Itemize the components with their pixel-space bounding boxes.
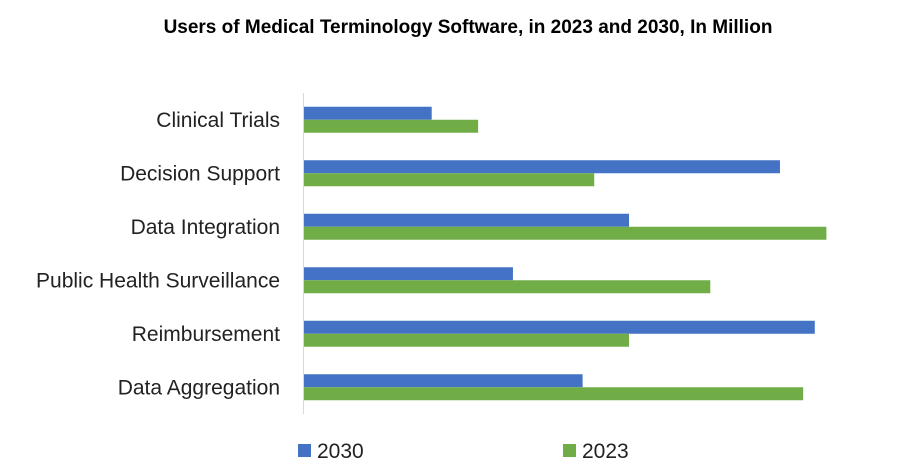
bar-data-integration-2023 bbox=[304, 226, 827, 240]
bar-data-integration-2030 bbox=[304, 213, 630, 227]
bar-clinical-trials-2030 bbox=[304, 106, 432, 120]
category-label-reimbursement: Reimbursement bbox=[132, 323, 280, 346]
legend-swatch-2023 bbox=[563, 444, 576, 457]
category-label-public-health-surveillance: Public Health Surveillance bbox=[36, 269, 280, 292]
bars-group bbox=[304, 106, 827, 401]
bar-data-aggregation-2023 bbox=[304, 387, 804, 401]
category-label-data-aggregation: Data Aggregation bbox=[118, 376, 280, 399]
bar-reimbursement-2023 bbox=[304, 333, 630, 347]
bar-public-health-surveillance-2023 bbox=[304, 280, 711, 294]
bar-data-aggregation-2030 bbox=[304, 374, 583, 388]
category-label-decision-support: Decision Support bbox=[120, 162, 280, 185]
legend-label-2030: 2030 bbox=[317, 440, 364, 463]
category-label-clinical-trials: Clinical Trials bbox=[156, 109, 280, 132]
bar-public-health-surveillance-2030 bbox=[304, 267, 513, 281]
legend: 2030 2023 bbox=[298, 440, 629, 463]
category-labels: Clinical Trials Decision Support Data Inte… bbox=[36, 109, 280, 400]
bar-decision-support-2023 bbox=[304, 173, 595, 187]
legend-label-2023: 2023 bbox=[582, 440, 629, 463]
bar-decision-support-2030 bbox=[304, 160, 780, 174]
category-label-data-integration: Data Integration bbox=[131, 216, 280, 239]
bar-clinical-trials-2023 bbox=[304, 119, 479, 133]
bar-reimbursement-2030 bbox=[304, 320, 815, 334]
chart-title: Users of Medical Terminology Software, i… bbox=[164, 17, 773, 38]
legend-swatch-2030 bbox=[298, 444, 311, 457]
